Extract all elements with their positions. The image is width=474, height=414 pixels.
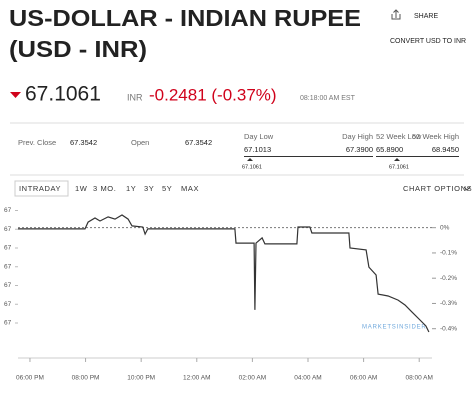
x-tick-label: 08:00 PM [72,375,100,382]
y-tick-label: 67 [4,226,12,233]
y-tick-label: 67 [4,207,12,214]
range-high-label: Day High [342,132,373,141]
x-tick-label: 06:00 PM [16,375,44,382]
title: US-DOLLAR - INDIAN RUPEE [9,5,361,31]
tab[interactable]: INTRADAY [19,184,61,193]
tab[interactable]: MAX [181,184,199,193]
range-low-label: Day Low [244,132,274,141]
price-line [18,214,430,333]
currency: INR [127,92,143,102]
x-tick-label: 02:00 AM [239,375,266,382]
y-tick-label: 67 [4,245,12,252]
range-marker [247,158,253,161]
x-tick-label: 12:00 AM [183,375,210,382]
y2-tick-label: -0.2% [440,275,457,282]
x-tick-label: 10:00 PM [127,375,155,382]
stat-label: Prev. Close [18,138,56,147]
tab[interactable]: 3Y [144,184,154,193]
change: -0.2481 (-0.37%) [149,85,277,104]
range-current: 67.1061 [242,164,262,170]
active-tab [14,180,69,197]
y-tick-label: 67 [4,301,12,308]
stat-value: 67.3542 [185,138,212,147]
tab[interactable]: 5Y [162,184,172,193]
range-marker [394,158,400,161]
chevron [463,186,471,191]
share-label[interactable]: SHARE [414,13,438,20]
range-high: 67.3900 [346,145,373,154]
x-tick-label: 04:00 AM [294,375,321,382]
watermark: MARKETSINSIDER [362,325,427,331]
subtitle: (USD - INR) [9,36,147,62]
tab[interactable]: 3 MO. [93,184,116,193]
tab[interactable]: 1W [75,184,88,193]
range-low: 65.8900 [376,145,403,154]
y2-tick-label: -0.4% [440,325,457,332]
range-low-label: 52 Week Low [376,132,422,141]
x-tick-label: 08:00 AM [405,375,432,382]
y2-tick-label: 0% [440,224,450,231]
share-button[interactable]: SHARE [391,9,438,20]
tab[interactable]: 1Y [126,184,136,193]
chart: 67 67 67 67 67 67 67 0% -0.1% -0.2% -0.3% -0.4% 06:0… [4,207,457,382]
range-high: 68.9450 [432,145,459,154]
stat-label: Open [131,138,149,147]
y-tick-label: 67 [4,282,12,289]
y-tick-label: 67 [4,263,12,270]
down-arrow [10,92,21,98]
chart-options[interactable]: CHART OPTIONS [403,184,472,193]
convert-link[interactable]: CONVERT USD TO INR [390,38,466,45]
range-current: 67.1061 [389,164,409,170]
y2-tick-label: -0.3% [440,300,457,307]
share-icon [391,9,401,20]
y-tick-label: 67 [4,320,12,327]
range-low: 67.1013 [244,145,271,154]
quote-time: 08:18:00 AM EST [300,95,356,102]
range-high-label: 52 Week High [412,132,459,141]
y2-tick-label: -0.1% [440,250,457,257]
price: 67.1061 [25,83,101,106]
stat-value: 67.3542 [70,138,97,147]
x-tick-label: 06:00 AM [350,375,377,382]
